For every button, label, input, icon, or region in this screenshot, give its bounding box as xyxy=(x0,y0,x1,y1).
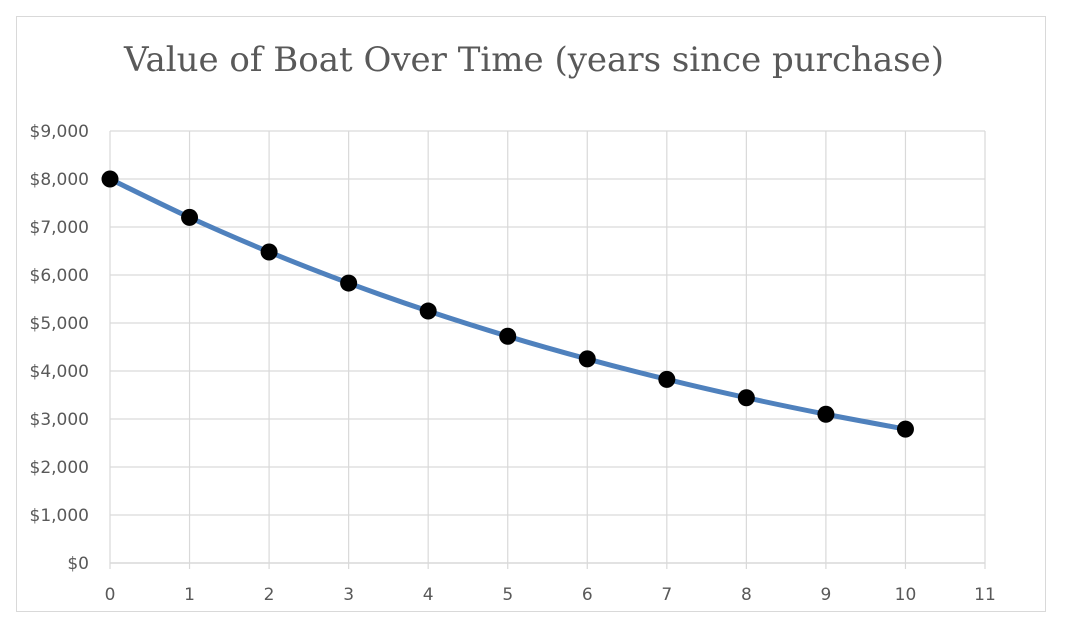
data-point xyxy=(181,208,199,226)
x-tick-label: 0 xyxy=(105,585,116,605)
label-layer: $0 $1,000 $2,000 $3,000 $4,000 $5,000 $6,000 $7… xyxy=(30,122,996,605)
x-tick-label: 5 xyxy=(502,585,513,605)
data-point xyxy=(896,420,914,438)
x-tick-label: 4 xyxy=(423,585,434,605)
x-tick-label: 1 xyxy=(184,585,195,605)
y-tick-label: $0 xyxy=(67,554,89,574)
x-tick-label: 2 xyxy=(264,585,275,605)
y-tick-label: $4,000 xyxy=(30,362,89,382)
y-tick-label: $5,000 xyxy=(30,314,89,334)
y-tick-label: $2,000 xyxy=(30,458,89,478)
axis-layer xyxy=(109,562,986,569)
x-tick-label: 6 xyxy=(582,585,593,605)
data-point xyxy=(737,389,755,407)
data-point xyxy=(817,405,835,423)
data-point xyxy=(658,370,676,388)
x-tick-label: 7 xyxy=(661,585,672,605)
y-tick-label: $6,000 xyxy=(30,266,89,286)
x-tick-label: 8 xyxy=(741,585,752,605)
data-point xyxy=(419,302,437,320)
y-tick-label: $7,000 xyxy=(30,218,89,238)
data-point xyxy=(340,274,358,292)
chart-frame xyxy=(16,16,1046,612)
data-point xyxy=(578,350,596,368)
y-tick-label: $3,000 xyxy=(30,410,89,430)
x-tick-label: 3 xyxy=(343,585,354,605)
y-tick-label: $9,000 xyxy=(30,122,89,142)
y-tick-label: $1,000 xyxy=(30,506,89,526)
data-point xyxy=(260,243,278,261)
marker-layer xyxy=(101,170,914,438)
chart-title: Value of Boat Over Time (years since pur… xyxy=(124,40,944,80)
y-tick-label: $8,000 xyxy=(30,170,89,190)
x-tick-label: 11 xyxy=(974,585,996,605)
data-point xyxy=(499,327,517,345)
data-point xyxy=(101,170,119,188)
x-tick-label: 10 xyxy=(895,585,917,605)
x-tick-label: 9 xyxy=(820,585,831,605)
